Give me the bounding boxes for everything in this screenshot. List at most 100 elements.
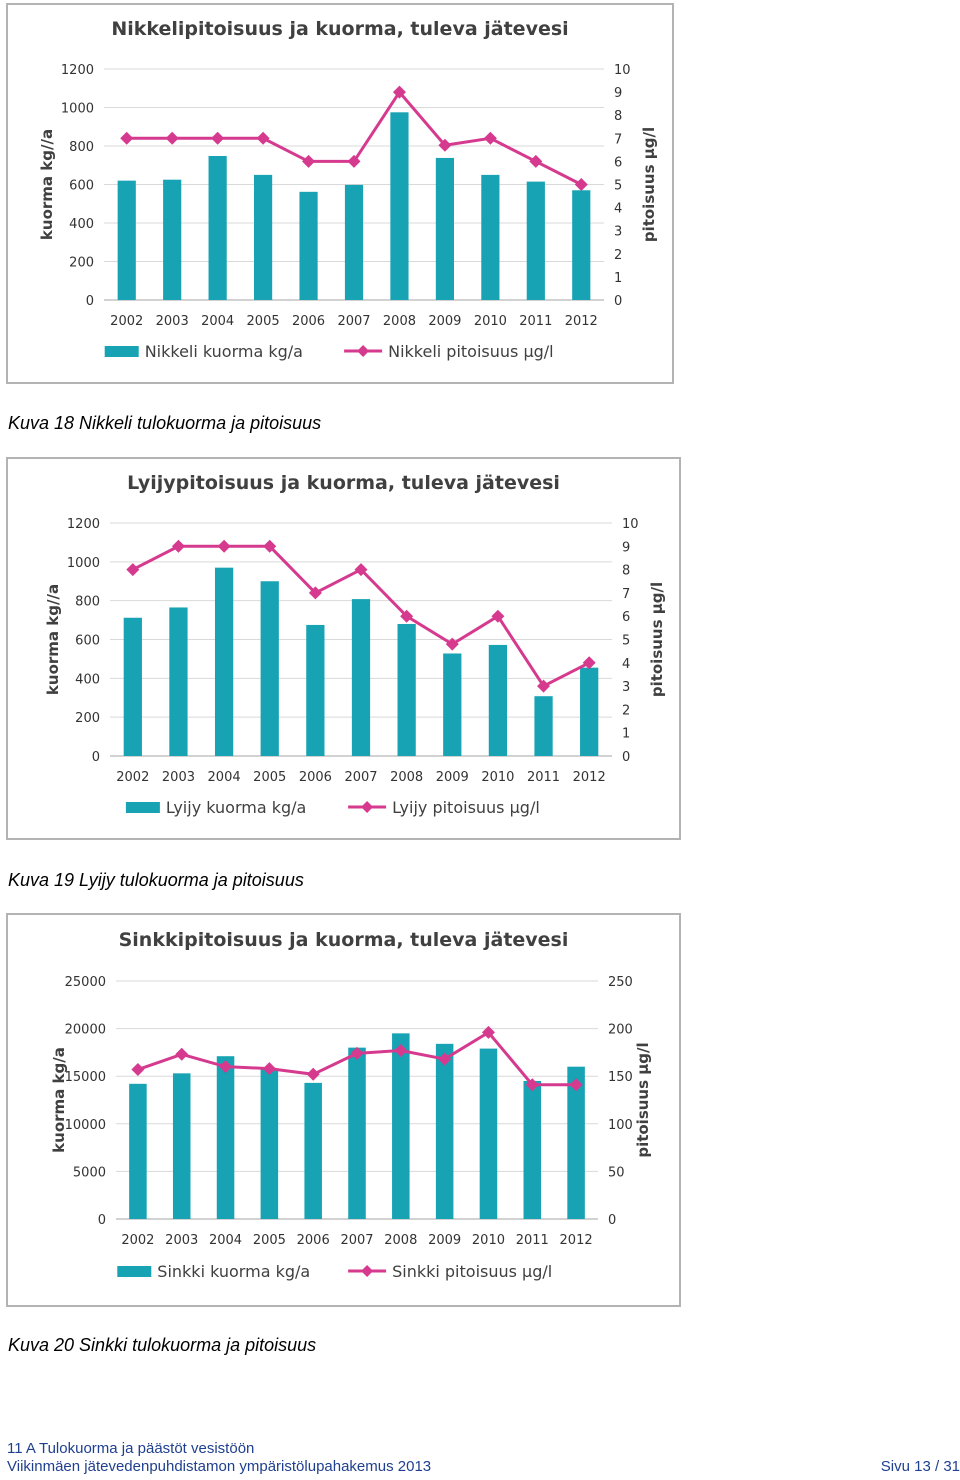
y2-tick-label: 200 (608, 1023, 633, 1038)
legend-line-marker (361, 801, 374, 813)
bar (254, 174, 273, 300)
line-point (574, 178, 588, 191)
bar (214, 567, 234, 756)
legend-bar-swatch (125, 802, 160, 813)
bar (351, 599, 371, 756)
caption-kuva-20: Kuva 20 Sinkki tulokuorma ja pitoisuus (8, 1335, 317, 1355)
line-point (400, 609, 414, 623)
y2-tick-label: 150 (608, 1070, 633, 1085)
bar (117, 180, 136, 300)
y-tick-label: 800 (75, 595, 100, 610)
x-tick-label: 2012 (573, 770, 606, 785)
legend-bar-label: Sinkki kuorma kg/a (157, 1262, 310, 1281)
y2-tick-label: 4 (614, 202, 622, 217)
y2-tick-label: 10 (614, 63, 631, 78)
line-point (211, 131, 225, 145)
line-point (491, 609, 505, 623)
y-tick-label: 0 (92, 750, 100, 765)
x-tick-label: 2003 (156, 314, 189, 329)
x-tick-label: 2008 (383, 314, 416, 329)
x-tick-label: 2010 (481, 770, 514, 785)
bar (123, 617, 142, 756)
x-tick-label: 2002 (110, 314, 143, 329)
y2-tick-label: 2 (622, 703, 630, 718)
line-point (569, 1078, 583, 1092)
y-tick-label: 600 (69, 179, 94, 194)
bar (479, 1048, 498, 1219)
x-tick-label: 2010 (474, 314, 507, 329)
x-tick-label: 2002 (116, 770, 149, 785)
line-point (217, 539, 231, 553)
y2-tick-label: 0 (614, 294, 622, 309)
chart-title: Lyijypitoisuus ja kuorma, tuleva jäteves… (127, 472, 560, 494)
y2-tick-label: 3 (614, 225, 622, 240)
y2-tick-label: 100 (608, 1118, 633, 1133)
line-point (350, 1046, 364, 1060)
bar (488, 644, 508, 756)
bar (443, 653, 462, 756)
legend-bar-label: Nikkeli kuorma kg/a (145, 342, 303, 361)
bar (348, 1047, 366, 1219)
legend-line-marker (361, 1265, 374, 1277)
bar (392, 1033, 410, 1219)
bar (390, 112, 409, 300)
x-tick-label: 2005 (247, 314, 280, 329)
line-point (308, 586, 322, 600)
chart-title: Nikkelipitoisuus ja kuorma, tuleva jätev… (111, 18, 568, 40)
y2-tick-label: 9 (622, 540, 630, 555)
y-axis-title: kuorma kg//a (38, 129, 56, 240)
line-point (175, 1047, 189, 1061)
x-tick-label: 2009 (428, 314, 461, 329)
x-tick-label: 2011 (516, 1233, 549, 1248)
footer-page-number: Sivu 13 / 31 (880, 1458, 960, 1475)
x-tick-label: 2006 (292, 314, 325, 329)
bar (169, 607, 188, 756)
y-tick-label: 800 (69, 140, 94, 155)
bar (299, 191, 318, 300)
bar (572, 190, 591, 300)
y2-tick-label: 8 (622, 564, 630, 579)
chart-lyijy: Lyijypitoisuus ja kuorma, tuleva jäteves… (6, 457, 681, 840)
y-tick-label: 25000 (65, 975, 106, 990)
y2-tick-label: 6 (622, 610, 630, 625)
y-tick-label: 600 (75, 634, 100, 649)
bar (580, 667, 599, 756)
chart-title: Sinkkipitoisuus ja kuorma, tuleva jäteve… (119, 929, 569, 951)
x-tick-label: 2007 (344, 770, 377, 785)
bar (129, 1083, 147, 1219)
y-tick-label: 0 (86, 294, 94, 309)
y-tick-label: 15000 (65, 1070, 106, 1085)
x-tick-label: 2012 (565, 314, 598, 329)
y-tick-label: 10000 (65, 1118, 106, 1133)
line-point (438, 138, 452, 152)
y-tick-label: 200 (75, 711, 100, 726)
x-tick-label: 2012 (560, 1233, 593, 1248)
series-line (126, 89, 582, 186)
x-tick-label: 2010 (472, 1233, 505, 1248)
y2-tick-label: 7 (622, 587, 630, 602)
line-point (394, 1043, 408, 1057)
x-tick-label: 2009 (428, 1233, 461, 1248)
line-point (537, 679, 551, 693)
bar (481, 174, 500, 300)
bar (304, 1082, 322, 1219)
y2-axis-title: pitoisuus µg/l (634, 1042, 652, 1157)
line-point (171, 539, 185, 553)
y-tick-label: 1000 (67, 556, 100, 571)
x-tick-label: 2007 (340, 1233, 373, 1248)
y-tick-label: 1200 (67, 517, 100, 532)
footer-document-title: Viikinmäen jätevedenpuhdistamon ympärist… (7, 1458, 432, 1475)
bar (435, 1043, 454, 1219)
legend-bar-label: Lyijy kuorma kg/a (166, 798, 306, 817)
y-axis-title: kuorma kg//a (44, 584, 62, 695)
line-point (219, 1060, 233, 1074)
chart-nikkeli: Nikkelipitoisuus ja kuorma, tuleva jätev… (6, 3, 674, 384)
legend-line-marker (357, 345, 370, 357)
bar (344, 184, 364, 300)
line-point (354, 563, 368, 577)
y-tick-label: 5000 (73, 1165, 106, 1180)
x-tick-label: 2004 (201, 314, 234, 329)
bar (216, 1056, 235, 1219)
chart-nikkeli-svg: Nikkelipitoisuus ja kuorma, tuleva jätev… (38, 18, 658, 361)
line-point (262, 1062, 276, 1076)
